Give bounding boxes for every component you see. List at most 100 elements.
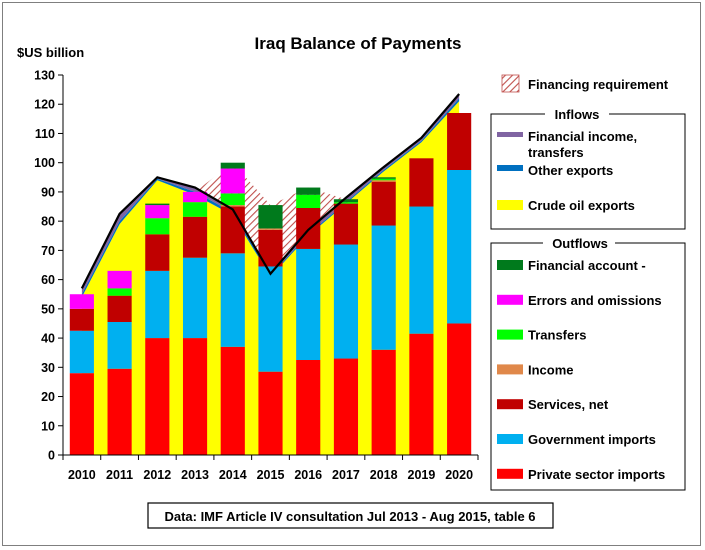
y-tick-label: 120 (34, 98, 55, 112)
bar-segment (333, 203, 359, 245)
bar-segment (296, 187, 321, 195)
legend-label-financial-income-line2: transfers (528, 145, 584, 160)
legend-label-outflow: Services, net (528, 397, 609, 412)
bar-segment (145, 338, 170, 455)
y-tick-label: 130 (34, 69, 55, 83)
legend-swatch-financial-income (497, 132, 523, 137)
legend-swatch-outflow (497, 329, 523, 340)
bar-segment (296, 360, 321, 455)
bar-segment (409, 206, 434, 334)
legend-swatch-financing (501, 74, 520, 93)
y-tick-label: 80 (41, 215, 55, 229)
bar-segment (69, 373, 94, 455)
bar-segment (69, 308, 94, 331)
y-tick-label: 40 (41, 332, 55, 346)
bar-segment (145, 203, 170, 206)
bar-segment (409, 158, 434, 207)
bar-segment (182, 216, 208, 258)
bar-segment (220, 253, 245, 347)
y-tick-label: 90 (41, 185, 55, 199)
y-axis-label: $US billion (17, 45, 84, 60)
bar-segment (296, 248, 321, 360)
legend-swatch-crude-oil (497, 200, 523, 210)
legend-label-outflow: Government imports (528, 432, 656, 447)
x-tick-label: 2012 (143, 468, 171, 482)
x-tick-label: 2019 (408, 468, 436, 482)
y-tick-label: 10 (41, 419, 55, 433)
bar-segment (107, 368, 132, 455)
legend-label-other-exports: Other exports (528, 163, 613, 178)
y-tick-label: 100 (34, 156, 55, 170)
y-tick-label: 110 (35, 127, 55, 141)
bar-segment (447, 170, 472, 324)
bar-segment (447, 113, 472, 170)
x-tick-label: 2013 (181, 468, 209, 482)
legend-swatch-outflow (497, 434, 523, 444)
bar-segment (182, 338, 208, 455)
bar-segment (107, 295, 132, 322)
x-tick-label: 2015 (257, 468, 285, 482)
legend-swatch-outflow (497, 468, 523, 479)
legend-label-financial-income-line1: Financial income, (528, 129, 637, 144)
y-tick-label: 50 (41, 302, 55, 316)
legend-label-financial-income: Financial income, transfers (528, 129, 641, 160)
y-tick-label: 60 (41, 273, 55, 287)
bar-segment (182, 191, 208, 203)
bar-segment (220, 162, 245, 169)
bar-segment (145, 218, 170, 235)
bar-segment (182, 257, 208, 339)
x-tick-label: 2014 (219, 468, 247, 482)
x-tick-label: 2016 (294, 468, 322, 482)
chart-title: Iraq Balance of Payments (255, 34, 462, 53)
legend-label-outflow: Financial account - (528, 258, 646, 273)
bar-segment (258, 228, 283, 230)
bar-segment (371, 225, 396, 350)
legend-swatch-outflow (497, 399, 523, 410)
x-tick-label: 2017 (332, 468, 360, 482)
plot-area: 0 10 20 30 40 50 60 70 80 90 100 110 120 130 2010 2011 2… (34, 69, 479, 482)
bar-segment (296, 208, 321, 249)
bar-segment (107, 288, 132, 296)
bar-segment (220, 206, 245, 254)
legend: Financing requirement Inflows Financial … (490, 74, 686, 491)
legend-inflows-header-bg (545, 106, 609, 122)
bar-segment (220, 205, 245, 207)
bar-segment (296, 194, 321, 208)
bar-segment (371, 177, 396, 179)
legend-outflows-header: Outflows (552, 236, 608, 251)
bar-segment (409, 333, 434, 455)
legend-label-outflow: Private sector imports (528, 467, 665, 482)
source-note: Data: IMF Article IV consultation Jul 20… (164, 509, 535, 524)
total-inflows-line (80, 93, 460, 289)
legend-label-outflow: Income (528, 362, 574, 377)
bar-segment (107, 322, 132, 369)
bar-segment (220, 346, 245, 455)
x-tick-label: 2011 (106, 468, 133, 482)
legend-swatch-outflow (497, 294, 523, 305)
bar-segment (371, 349, 396, 455)
bar-segment (447, 323, 472, 455)
bar-segment (258, 266, 283, 372)
bar-segment (182, 202, 208, 217)
bar-segment (145, 205, 170, 219)
bar-segment (333, 202, 359, 204)
bar-segment (107, 270, 132, 289)
legend-outflow-items: Financial account - Errors and omissions T… (497, 258, 665, 482)
legend-label-outflow: Transfers (528, 328, 587, 343)
bar-segment (69, 294, 94, 309)
bar-segment (220, 193, 245, 206)
bar-segment (258, 205, 283, 229)
legend-label-crude-oil: Crude oil exports (528, 198, 635, 213)
legend-swatch-outflow (497, 364, 523, 375)
x-tick-label: 2010 (68, 468, 96, 482)
legend-label-outflow: Errors and omissions (528, 293, 662, 308)
y-tick-label: 30 (41, 361, 55, 375)
legend-label-financing: Financing requirement (528, 77, 669, 92)
bar-segment (333, 358, 359, 455)
source-box (147, 502, 554, 529)
legend-outflows-header-bg (543, 235, 615, 251)
bar-segment (145, 270, 170, 339)
y-tick-label: 20 (41, 390, 55, 404)
bar-segment (371, 178, 396, 181)
